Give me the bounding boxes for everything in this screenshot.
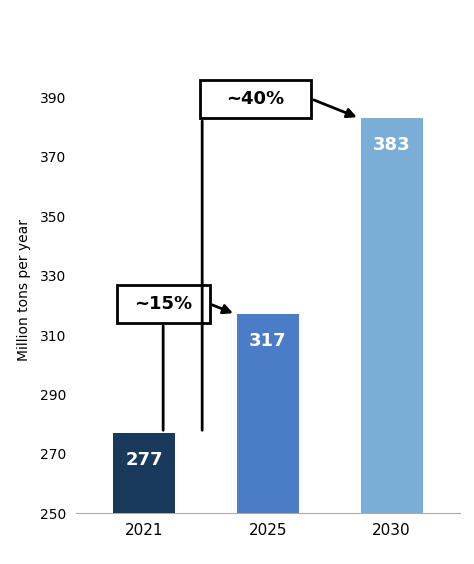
Text: ~40%: ~40% xyxy=(227,90,284,108)
Bar xyxy=(361,118,423,564)
Text: 277: 277 xyxy=(125,451,163,469)
FancyBboxPatch shape xyxy=(117,284,210,323)
Text: 383: 383 xyxy=(373,136,410,154)
FancyBboxPatch shape xyxy=(200,80,311,118)
Text: ~15%: ~15% xyxy=(134,295,192,313)
Y-axis label: Million tons per year: Million tons per year xyxy=(18,219,31,362)
Bar xyxy=(113,433,175,564)
Text: Strong demand growth for LNG lead by Asia: Strong demand growth for LNG lead by Asi… xyxy=(30,19,444,37)
Bar xyxy=(237,314,299,564)
Text: 317: 317 xyxy=(249,332,287,350)
